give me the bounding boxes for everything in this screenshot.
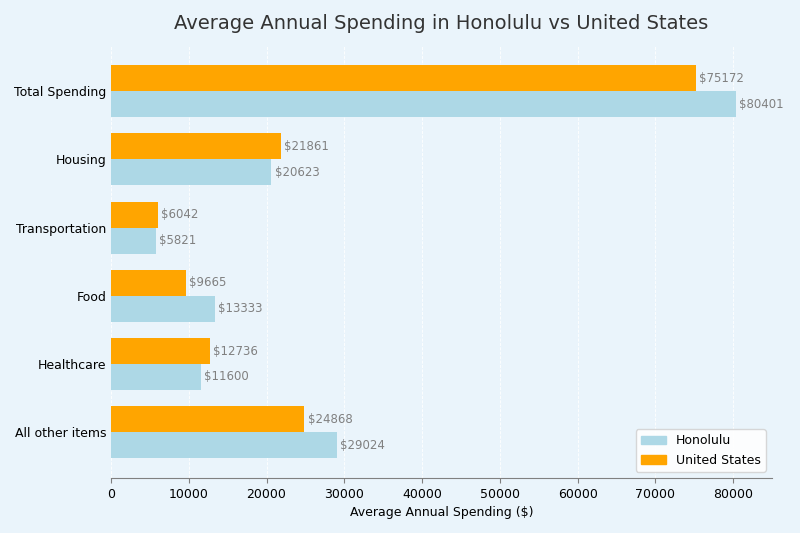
Text: $9665: $9665 [190,276,226,289]
Text: $11600: $11600 [204,370,249,384]
Title: Average Annual Spending in Honolulu vs United States: Average Annual Spending in Honolulu vs U… [174,14,709,33]
Bar [111,133,281,159]
Bar [111,432,337,458]
Bar [111,296,214,322]
Bar [111,228,156,254]
Text: $6042: $6042 [161,208,198,221]
Text: $21861: $21861 [284,140,329,153]
Bar [111,270,186,296]
Text: $13333: $13333 [218,302,262,316]
Text: $80401: $80401 [739,98,784,110]
Text: $24868: $24868 [307,413,352,426]
Text: $20623: $20623 [274,166,319,179]
Bar [111,338,210,364]
Bar [111,201,158,228]
Bar [111,159,271,185]
Text: $12736: $12736 [213,344,258,358]
Legend: Honolulu, United States: Honolulu, United States [636,430,766,472]
Text: $5821: $5821 [159,234,197,247]
Bar [111,65,696,91]
Bar [111,364,202,390]
X-axis label: Average Annual Spending ($): Average Annual Spending ($) [350,506,534,519]
Text: $29024: $29024 [340,439,385,452]
Bar [111,406,305,432]
Bar [111,91,736,117]
Text: $75172: $75172 [698,71,744,85]
